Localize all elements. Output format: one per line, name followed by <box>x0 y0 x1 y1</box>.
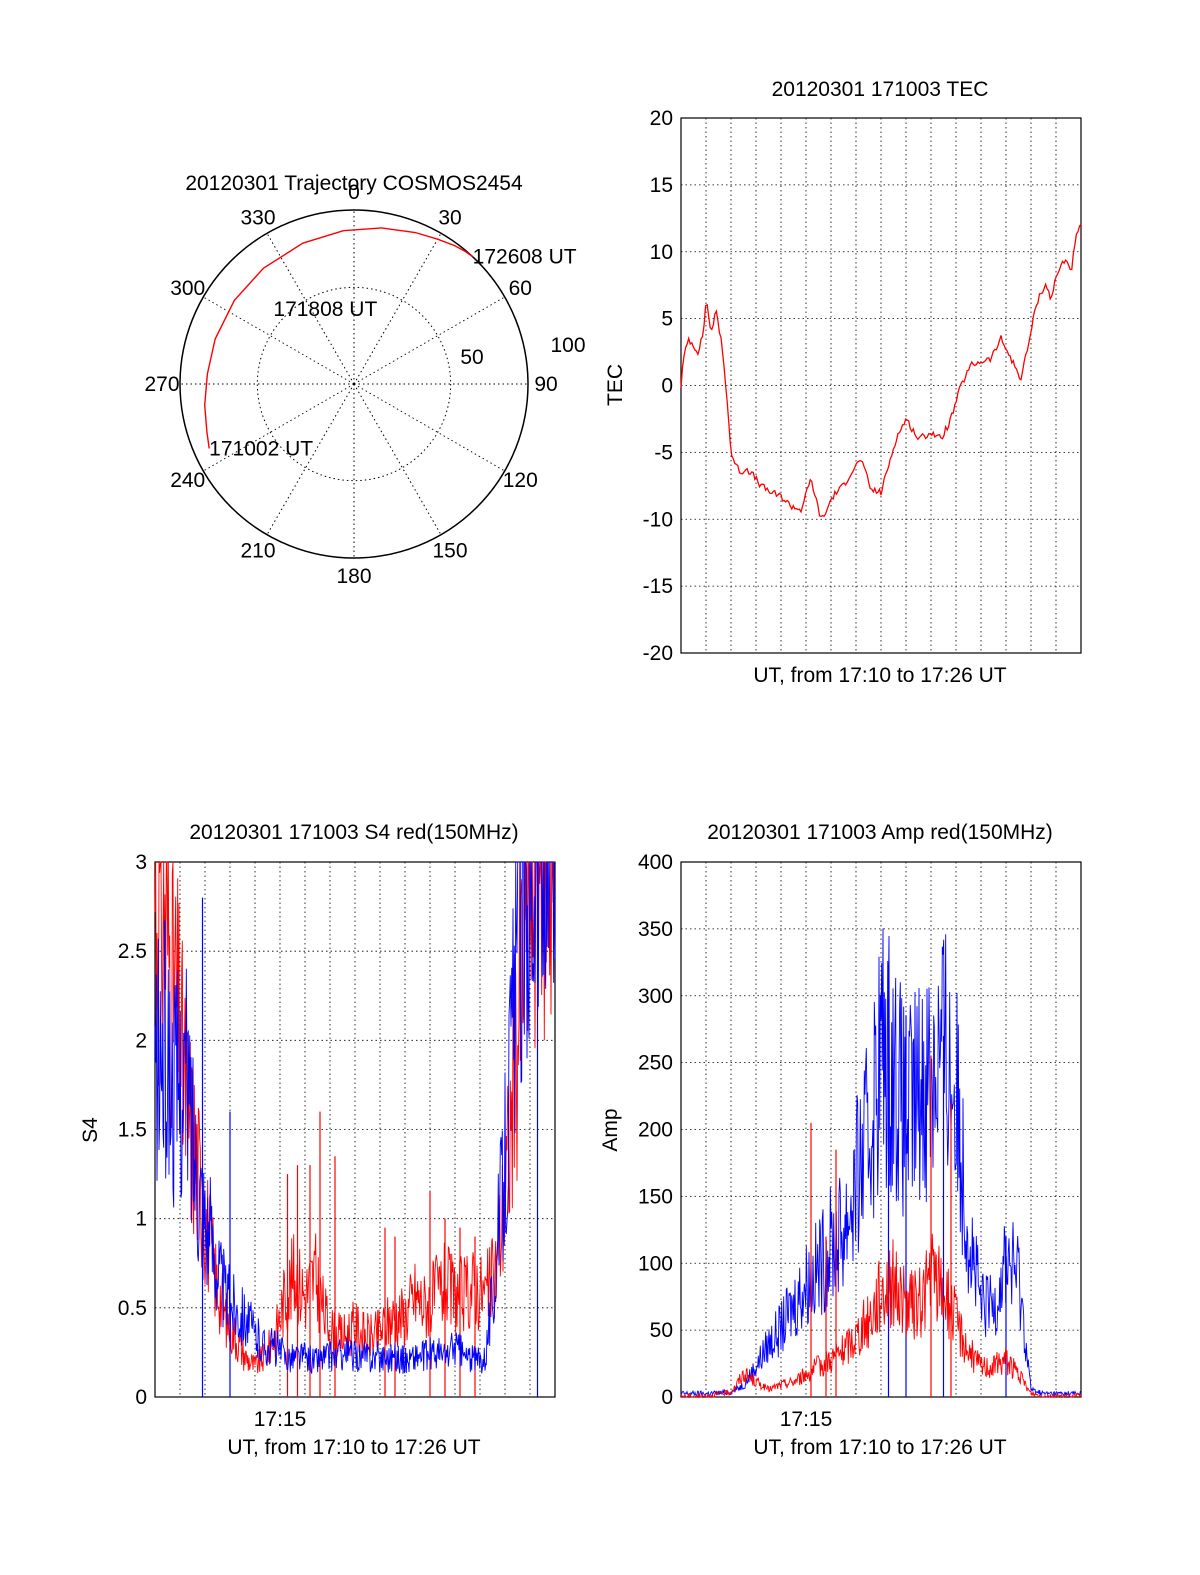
series-line-TEC <box>680 223 1082 518</box>
y-tick-label: 350 <box>638 918 673 941</box>
y-tick-label: 0 <box>661 375 673 398</box>
y-tick-label: 2 <box>135 1029 147 1052</box>
series-line-blue <box>680 928 1082 1397</box>
y-tick-label: 3 <box>135 851 147 874</box>
amp-series <box>680 928 1082 1399</box>
amp-y-ticks: 0 50 100 150 200 250 300 350 400 <box>638 851 673 1409</box>
polar-spoke <box>353 296 505 385</box>
polar-azimuth-labels: 0 30 60 90 120 150 180 210 240 270 300 330 <box>144 181 557 588</box>
amp-xtick-label: 17:15 <box>780 1408 833 1431</box>
trajectory-annotation: 171002 UT <box>209 437 313 460</box>
s4-plot-frame <box>154 861 556 1398</box>
polar-azimuth-label: 90 <box>534 373 557 396</box>
series-line-blue <box>154 861 556 1374</box>
s4-series <box>154 861 556 1397</box>
tec-series <box>680 223 1082 518</box>
trajectory-annotations: 171002 UT 171808 UT 172608 UT <box>209 246 577 461</box>
y-tick-label: 5 <box>661 308 673 331</box>
y-tick-label: 0 <box>135 1386 147 1409</box>
amp-plot-frame <box>680 861 1082 1398</box>
polar-spoke <box>353 233 442 385</box>
s4-ylabel: S4 <box>79 1117 102 1143</box>
polar-azimuth-label: 330 <box>240 207 275 230</box>
tec-y-ticks: -20 -15 -10 -5 0 5 10 15 20 <box>643 107 673 665</box>
trajectory-title: 20120301 Trajectory COSMOS2454 <box>185 172 523 195</box>
polar-spoke <box>266 383 355 535</box>
polar-azimuth-label: 0 <box>348 181 360 204</box>
amp-xlabel: UT, from 17:10 to 17:26 UT <box>753 1436 1006 1459</box>
y-tick-label: 0 <box>661 1386 673 1409</box>
trajectory-annotation: 171808 UT <box>273 298 377 321</box>
trajectory-track <box>203 227 474 449</box>
tec-xlabel: UT, from 17:10 to 17:26 UT <box>753 664 1006 687</box>
tec-grid <box>681 118 1081 653</box>
y-tick-label: 100 <box>638 1252 673 1275</box>
polar-spoke <box>266 233 355 385</box>
polar-azimuth-label: 150 <box>432 539 467 562</box>
y-tick-label: 250 <box>638 1052 673 1075</box>
y-tick-label: 300 <box>638 985 673 1008</box>
s4-xtick-label: 17:15 <box>254 1408 307 1431</box>
s4-xlabel: UT, from 17:10 to 17:26 UT <box>227 1436 480 1459</box>
trajectory-polar-plot: 20120301 Trajectory COSMOS2454 0 30 60 90 12… <box>144 172 585 588</box>
y-tick-label: 10 <box>650 241 673 264</box>
s4-title: 20120301 171003 S4 red(150MHz) <box>189 821 518 844</box>
y-tick-label: 0.5 <box>118 1297 147 1320</box>
polar-azimuth-label: 180 <box>336 565 371 588</box>
tec-chart: 20120301 171003 TEC -20-15-10-505101520 … <box>604 78 1082 687</box>
trajectory-line <box>203 227 474 449</box>
tec-ylabel: TEC <box>604 364 627 406</box>
polar-azimuth-label: 270 <box>144 373 179 396</box>
series-line-red <box>680 1233 1082 1399</box>
polar-spoke <box>203 383 355 472</box>
polar-azimuth-label: 60 <box>509 277 532 300</box>
y-tick-label: 2.5 <box>118 940 147 963</box>
polar-azimuth-label: 210 <box>240 539 275 562</box>
y-tick-label: -10 <box>643 508 673 531</box>
amp-chart: 20120301 171003 Amp red(150MHz) 0 50 100 15… <box>599 821 1082 1459</box>
polar-radial-labels: 50 100 <box>460 334 585 369</box>
s4-y-ticks: 0 0.5 1 1.5 2 2.5 3 <box>118 851 147 1409</box>
polar-spoke <box>353 383 505 472</box>
y-tick-label: -15 <box>643 575 673 598</box>
polar-grid <box>179 209 529 559</box>
y-tick-label: 1 <box>135 1208 147 1231</box>
y-tick-label: -5 <box>654 441 673 464</box>
y-tick-label: -20 <box>643 642 673 665</box>
polar-ring <box>256 286 452 482</box>
y-tick-label: 1.5 <box>118 1119 147 1142</box>
y-tick-label: 20 <box>650 107 673 130</box>
polar-radial-label: 100 <box>550 334 585 357</box>
y-tick-label: 400 <box>638 851 673 874</box>
s4-chart: 20120301 171003 S4 red(150MHz) 0 0.5 1 1.5 2… <box>79 821 556 1459</box>
y-tick-label: 50 <box>650 1319 673 1342</box>
s4-grid <box>155 862 555 1397</box>
amp-title: 20120301 171003 Amp red(150MHz) <box>707 821 1053 844</box>
polar-azimuth-label: 240 <box>170 469 205 492</box>
polar-azimuth-label: 120 <box>503 469 538 492</box>
trajectory-annotation: 172608 UT <box>473 246 577 269</box>
y-tick-label: 200 <box>638 1119 673 1142</box>
tec-title: 20120301 171003 TEC <box>772 78 989 101</box>
amp-ylabel: Amp <box>599 1108 622 1151</box>
polar-azimuth-label: 30 <box>438 207 461 230</box>
polar-outer-circle <box>179 209 529 559</box>
polar-azimuth-label: 300 <box>170 277 205 300</box>
y-tick-label: 150 <box>638 1185 673 1208</box>
polar-radial-label: 50 <box>460 346 483 369</box>
y-tick-label: 15 <box>650 174 673 197</box>
polar-spoke <box>353 383 442 535</box>
